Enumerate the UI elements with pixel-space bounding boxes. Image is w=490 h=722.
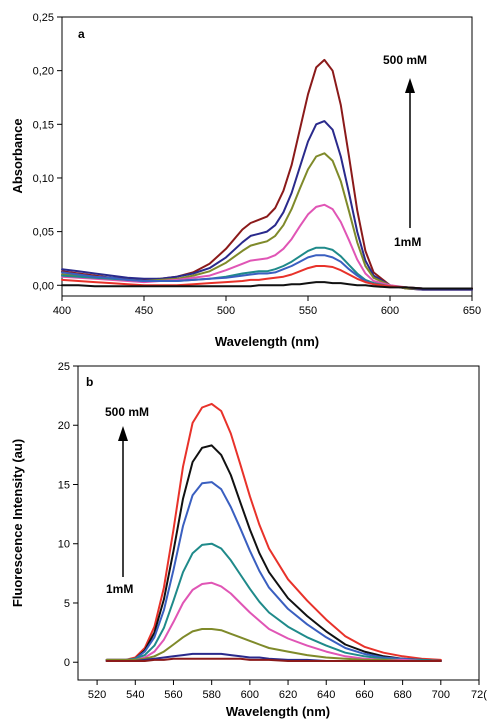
panel-a-x-tick-label: 550	[299, 305, 317, 317]
panel-b-y-tick-label: 15	[58, 479, 70, 491]
panel-b-plot-frame	[77, 365, 480, 681]
panel-a-y-tick-label: 0,25	[33, 12, 54, 24]
panel-b-x-tick-label: 520	[88, 689, 106, 701]
panel-b-y-tick-label: 20	[58, 420, 70, 432]
panel-b-x-tick-label: 540	[126, 689, 144, 701]
panel-a-y-tick-label: 0,20	[33, 66, 54, 78]
panel-a-x-tick-label: 650	[463, 305, 481, 317]
panel-b-x-tick-label: 72(	[471, 689, 487, 701]
panel-a-series	[61, 58, 473, 291]
panel-b-annotation-top: 500 mM	[105, 405, 149, 419]
panel-a-series-line-2	[61, 120, 473, 291]
panel-b-y-tick-label: 25	[58, 361, 70, 373]
panel-b-x-tick-label: 700	[432, 689, 450, 701]
panel-b-series-line-8	[105, 657, 442, 662]
panel-a-plot-frame	[61, 16, 473, 297]
panel-a-y-tick-label: 0,10	[33, 173, 54, 185]
panel-a-y-tick-label: 0,15	[33, 119, 54, 131]
panel-a-y-axis-label: Absorbance	[10, 118, 25, 193]
panel-b-series-line-5	[105, 581, 442, 662]
panel-b-y-axis-label: Fluorescence Intensity (au)	[10, 439, 25, 607]
panel-b-x-tick-label: 680	[393, 689, 411, 701]
panel-b-x-tick-label: 620	[279, 689, 297, 701]
panel-a-series-line-5	[61, 246, 473, 290]
panel-a-y-ticks: 0,00 0,05 0,10 0,15 0,20 0,25	[33, 12, 62, 292]
panel-b-label: b	[86, 375, 93, 389]
panel-a-x-tick-label: 400	[53, 305, 71, 317]
panel-a-x-tick-label: 500	[217, 305, 235, 317]
panel-b-x-tick-label: 580	[202, 689, 220, 701]
panel-a: 400 450 500 550 600 650 0,000,050,100,150,200…	[10, 12, 481, 349]
panel-b-arrow	[118, 426, 128, 577]
panel-b-x-axis-label: Wavelength (nm)	[226, 704, 330, 719]
panel-b-series-line-2	[105, 444, 442, 662]
panel-b-x-tick-label: 560	[164, 689, 182, 701]
panel-b-y-tick-label: 5	[64, 598, 70, 610]
panel-b-series-line-4	[105, 542, 442, 662]
panel-b-y-tick-label: 0	[64, 657, 70, 669]
panel-a-label: a	[78, 27, 85, 41]
panel-b-series-line-1	[105, 402, 442, 661]
panel-b-series	[105, 402, 442, 662]
panel-a-y-tick-label: 0,00	[33, 280, 54, 292]
panel-a-x-tick-label: 450	[135, 305, 153, 317]
panel-a-annotation-bottom: 1mM	[394, 235, 421, 249]
panel-b: 520 540 560 580 600 620 640 660 680 700 72( 0 5 10 15…	[10, 361, 487, 719]
panel-b-series-line-6	[105, 628, 442, 662]
panel-a-x-ticks: 400 450 500 550 600 650	[53, 296, 481, 317]
panel-b-x-tick-label: 660	[355, 689, 373, 701]
panel-b-x-tick-label: 600	[241, 689, 259, 701]
panel-a-y-tick-label: 0,05	[33, 227, 54, 239]
panel-a-series-line-8	[61, 281, 473, 290]
panel-a-x-axis-label: Wavelength (nm)	[215, 334, 319, 349]
panel-b-x-ticks: 520 540 560 580 600 620 640 660 680 700 72(	[88, 680, 487, 701]
panel-b-series-line-3	[105, 481, 442, 662]
panel-b-annotation-bottom: 1mM	[106, 582, 133, 596]
panel-a-annotation-top: 500 mM	[383, 53, 427, 67]
panel-a-x-tick-label: 600	[381, 305, 399, 317]
panel-a-arrow	[405, 78, 415, 228]
panel-b-y-tick-label: 10	[58, 539, 70, 551]
panel-b-y-ticks: 0 5 10 15 20 25	[58, 361, 78, 669]
panel-b-x-tick-label: 640	[317, 689, 335, 701]
